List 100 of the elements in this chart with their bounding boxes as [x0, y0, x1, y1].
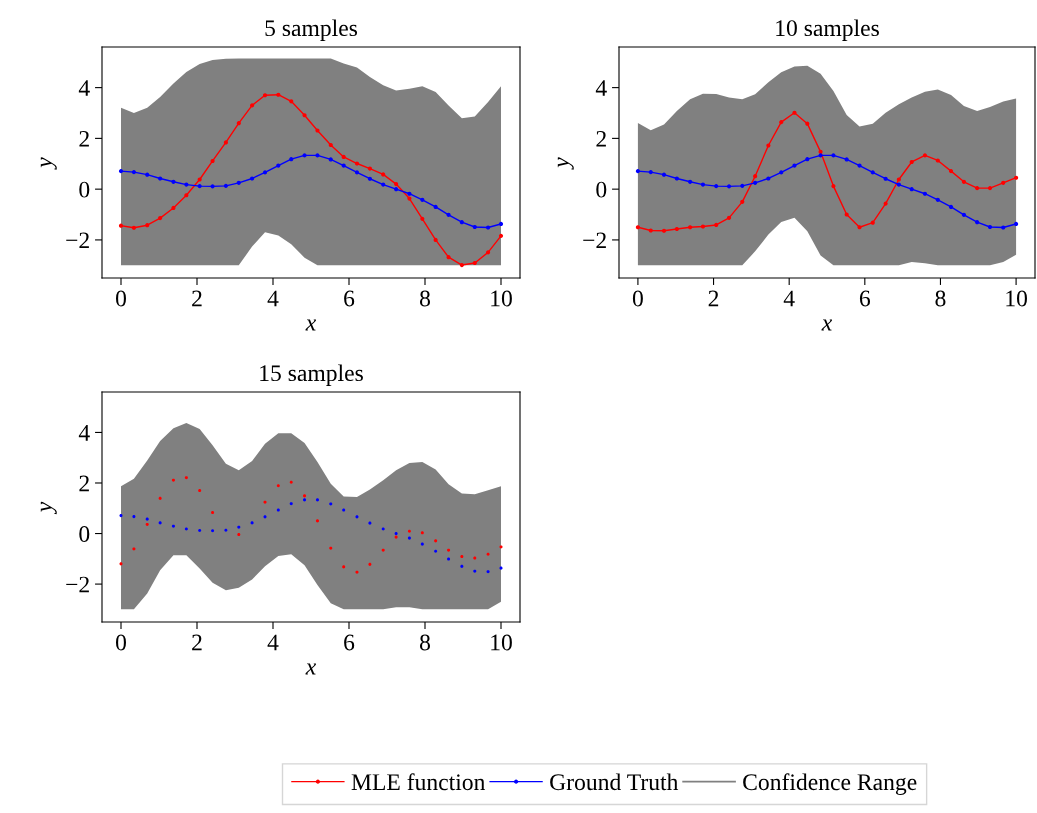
x-tick-label: 6 [344, 290, 355, 307]
point [341, 154, 346, 159]
point [446, 255, 451, 260]
point [381, 182, 386, 187]
point [975, 186, 980, 191]
y-tick-label: 0 [596, 181, 607, 198]
point [648, 228, 653, 233]
point [171, 205, 176, 211]
point [700, 224, 706, 229]
point [922, 153, 928, 158]
point [987, 186, 993, 191]
y-tick-label: −2 [66, 232, 89, 249]
point [635, 225, 640, 230]
point [473, 569, 477, 573]
point [420, 216, 425, 221]
point [289, 502, 293, 506]
point [118, 223, 124, 228]
x-tick-label: 8 [420, 290, 430, 307]
x-axis-title: x [821, 319, 833, 331]
point [250, 521, 254, 525]
point [661, 228, 667, 233]
point [459, 220, 464, 225]
y-tick-label: 2 [79, 475, 89, 492]
chart-title: 15 samples [260, 364, 363, 386]
point [831, 153, 836, 158]
y-axis-title: y [40, 501, 57, 515]
point [302, 113, 307, 118]
y-tick-label: 0 [79, 526, 90, 542]
point [328, 142, 333, 148]
point [740, 183, 745, 188]
point [896, 182, 901, 187]
point [688, 225, 693, 230]
point [158, 176, 163, 181]
point [158, 216, 163, 221]
y-tick-label: 2 [596, 130, 606, 147]
point [779, 120, 784, 125]
point [792, 163, 797, 168]
point [250, 176, 255, 181]
point [289, 157, 294, 162]
point [857, 163, 862, 168]
x-tick-label: 4 [267, 634, 279, 651]
point [896, 177, 901, 182]
point [766, 176, 771, 181]
point [118, 169, 124, 174]
x-tick-label: 2 [192, 634, 202, 651]
x-tick-label: 6 [859, 290, 871, 307]
point [381, 548, 385, 552]
point [472, 224, 477, 230]
point [1014, 175, 1019, 180]
point [818, 149, 823, 154]
point [674, 226, 679, 232]
point [459, 262, 464, 268]
chart-title: 10 samples [776, 19, 879, 41]
point [987, 224, 993, 230]
point [844, 157, 849, 162]
point [367, 166, 372, 171]
point [753, 180, 758, 185]
x-tick-label: 0 [116, 634, 126, 651]
point [367, 176, 372, 181]
x-tick-label: 6 [344, 634, 355, 651]
legend-label: MLE function [351, 773, 486, 791]
point [433, 204, 438, 210]
point [818, 153, 823, 158]
x-tick-label: 8 [420, 634, 430, 651]
point [805, 157, 810, 162]
x-tick-label: 0 [116, 290, 126, 307]
point [302, 153, 307, 158]
point [184, 527, 188, 531]
point [909, 187, 914, 192]
point [935, 197, 940, 202]
point [198, 489, 202, 493]
point [961, 212, 966, 217]
point [635, 169, 640, 174]
y-tick-label: 4 [78, 425, 90, 441]
y-axis-title: y [557, 157, 574, 170]
x-tick-label: 2 [192, 290, 202, 307]
point [236, 180, 241, 185]
point [805, 121, 810, 126]
point [368, 521, 372, 525]
point [726, 215, 732, 220]
point [198, 528, 202, 533]
point [740, 199, 745, 204]
point [131, 225, 137, 230]
point [700, 182, 706, 187]
x-tick-label: 4 [267, 290, 279, 307]
point [145, 223, 150, 228]
y-tick-label: 4 [595, 80, 607, 96]
point [210, 158, 215, 164]
point [922, 191, 928, 196]
point [276, 484, 280, 488]
y-tick-label: −2 [66, 576, 89, 593]
point [354, 161, 360, 166]
chart-title: 5 samples [265, 19, 358, 41]
point [184, 182, 189, 187]
point [857, 225, 862, 230]
point [909, 159, 914, 165]
point [315, 128, 320, 133]
x-tick-label: 4 [783, 290, 795, 307]
point [381, 172, 386, 177]
point [844, 212, 849, 217]
